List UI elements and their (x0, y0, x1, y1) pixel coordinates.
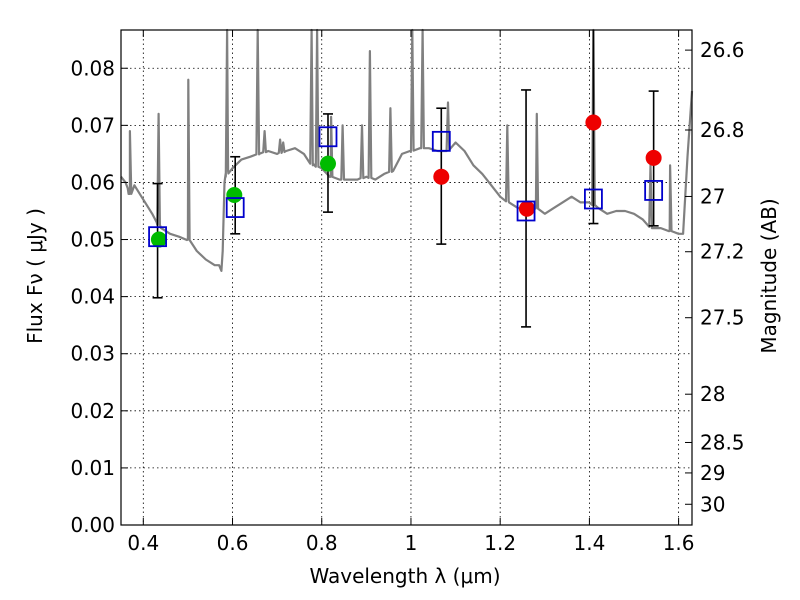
x-tick-label: 1.6 (663, 531, 695, 555)
plot-frame (120, 29, 693, 526)
x-tick-label: 0.6 (217, 531, 249, 555)
data-markers (148, 114, 664, 248)
red-point (645, 149, 662, 166)
red-point (433, 168, 450, 185)
observed-square (644, 180, 664, 201)
green-point (226, 187, 243, 203)
y-tick-label: 0.02 (70, 399, 115, 423)
right-tick-label: 29 (700, 461, 725, 485)
y-tick-label: 0.04 (70, 285, 115, 309)
x-tick-label: 1 (405, 531, 418, 555)
right-tick-label: 26.6 (700, 38, 745, 62)
observed-square (431, 130, 451, 152)
y-tick-label: 0.08 (70, 56, 115, 80)
red-point (585, 114, 602, 131)
grid (121, 30, 692, 526)
observed-square (318, 126, 338, 148)
observed-square (225, 197, 245, 218)
x-axis-label: Wavelength λ (μm) (309, 564, 500, 588)
green-point (319, 155, 336, 172)
observed-square (148, 226, 167, 248)
y-axis-label: Flux Fν ( μJy ) (23, 208, 47, 344)
right-tick-label: 27 (700, 184, 725, 208)
x-tick-label: 0.4 (127, 531, 159, 555)
right-axis-label: Magnitude (AB) (757, 198, 781, 353)
observed-square (516, 200, 536, 222)
right-tick-label: 28.5 (700, 430, 745, 454)
red-point (518, 200, 535, 217)
y-tick-label: 0.07 (70, 113, 115, 137)
right-tick-label: 26.8 (700, 118, 745, 142)
y-tick-label: 0.05 (70, 228, 115, 252)
x-tick-label: 1.4 (573, 531, 605, 555)
y-tick-label: 0.00 (70, 513, 115, 537)
right-tick-label: 27.5 (700, 306, 745, 330)
right-tick-label: 30 (700, 492, 725, 516)
observed-square (584, 188, 603, 210)
y-tick-label: 0.03 (70, 342, 115, 366)
x-tick-label: 1.2 (484, 531, 516, 555)
model-spectrum-line (120, 28, 694, 272)
model-spectrum (120, 28, 694, 272)
y-tick-label: 0.01 (70, 456, 115, 480)
green-point (150, 231, 167, 248)
right-tick-label: 27.2 (700, 240, 745, 264)
right-tick-label: 28 (700, 382, 725, 406)
x-tick-label: 0.8 (306, 531, 338, 555)
y-tick-label: 0.06 (70, 170, 115, 194)
axis-ticks: 0.4 0.6 0.8 1 1.2 1.4 1.6 0.00 0.01 0.02 0.03 0.04 0… (70, 30, 745, 555)
